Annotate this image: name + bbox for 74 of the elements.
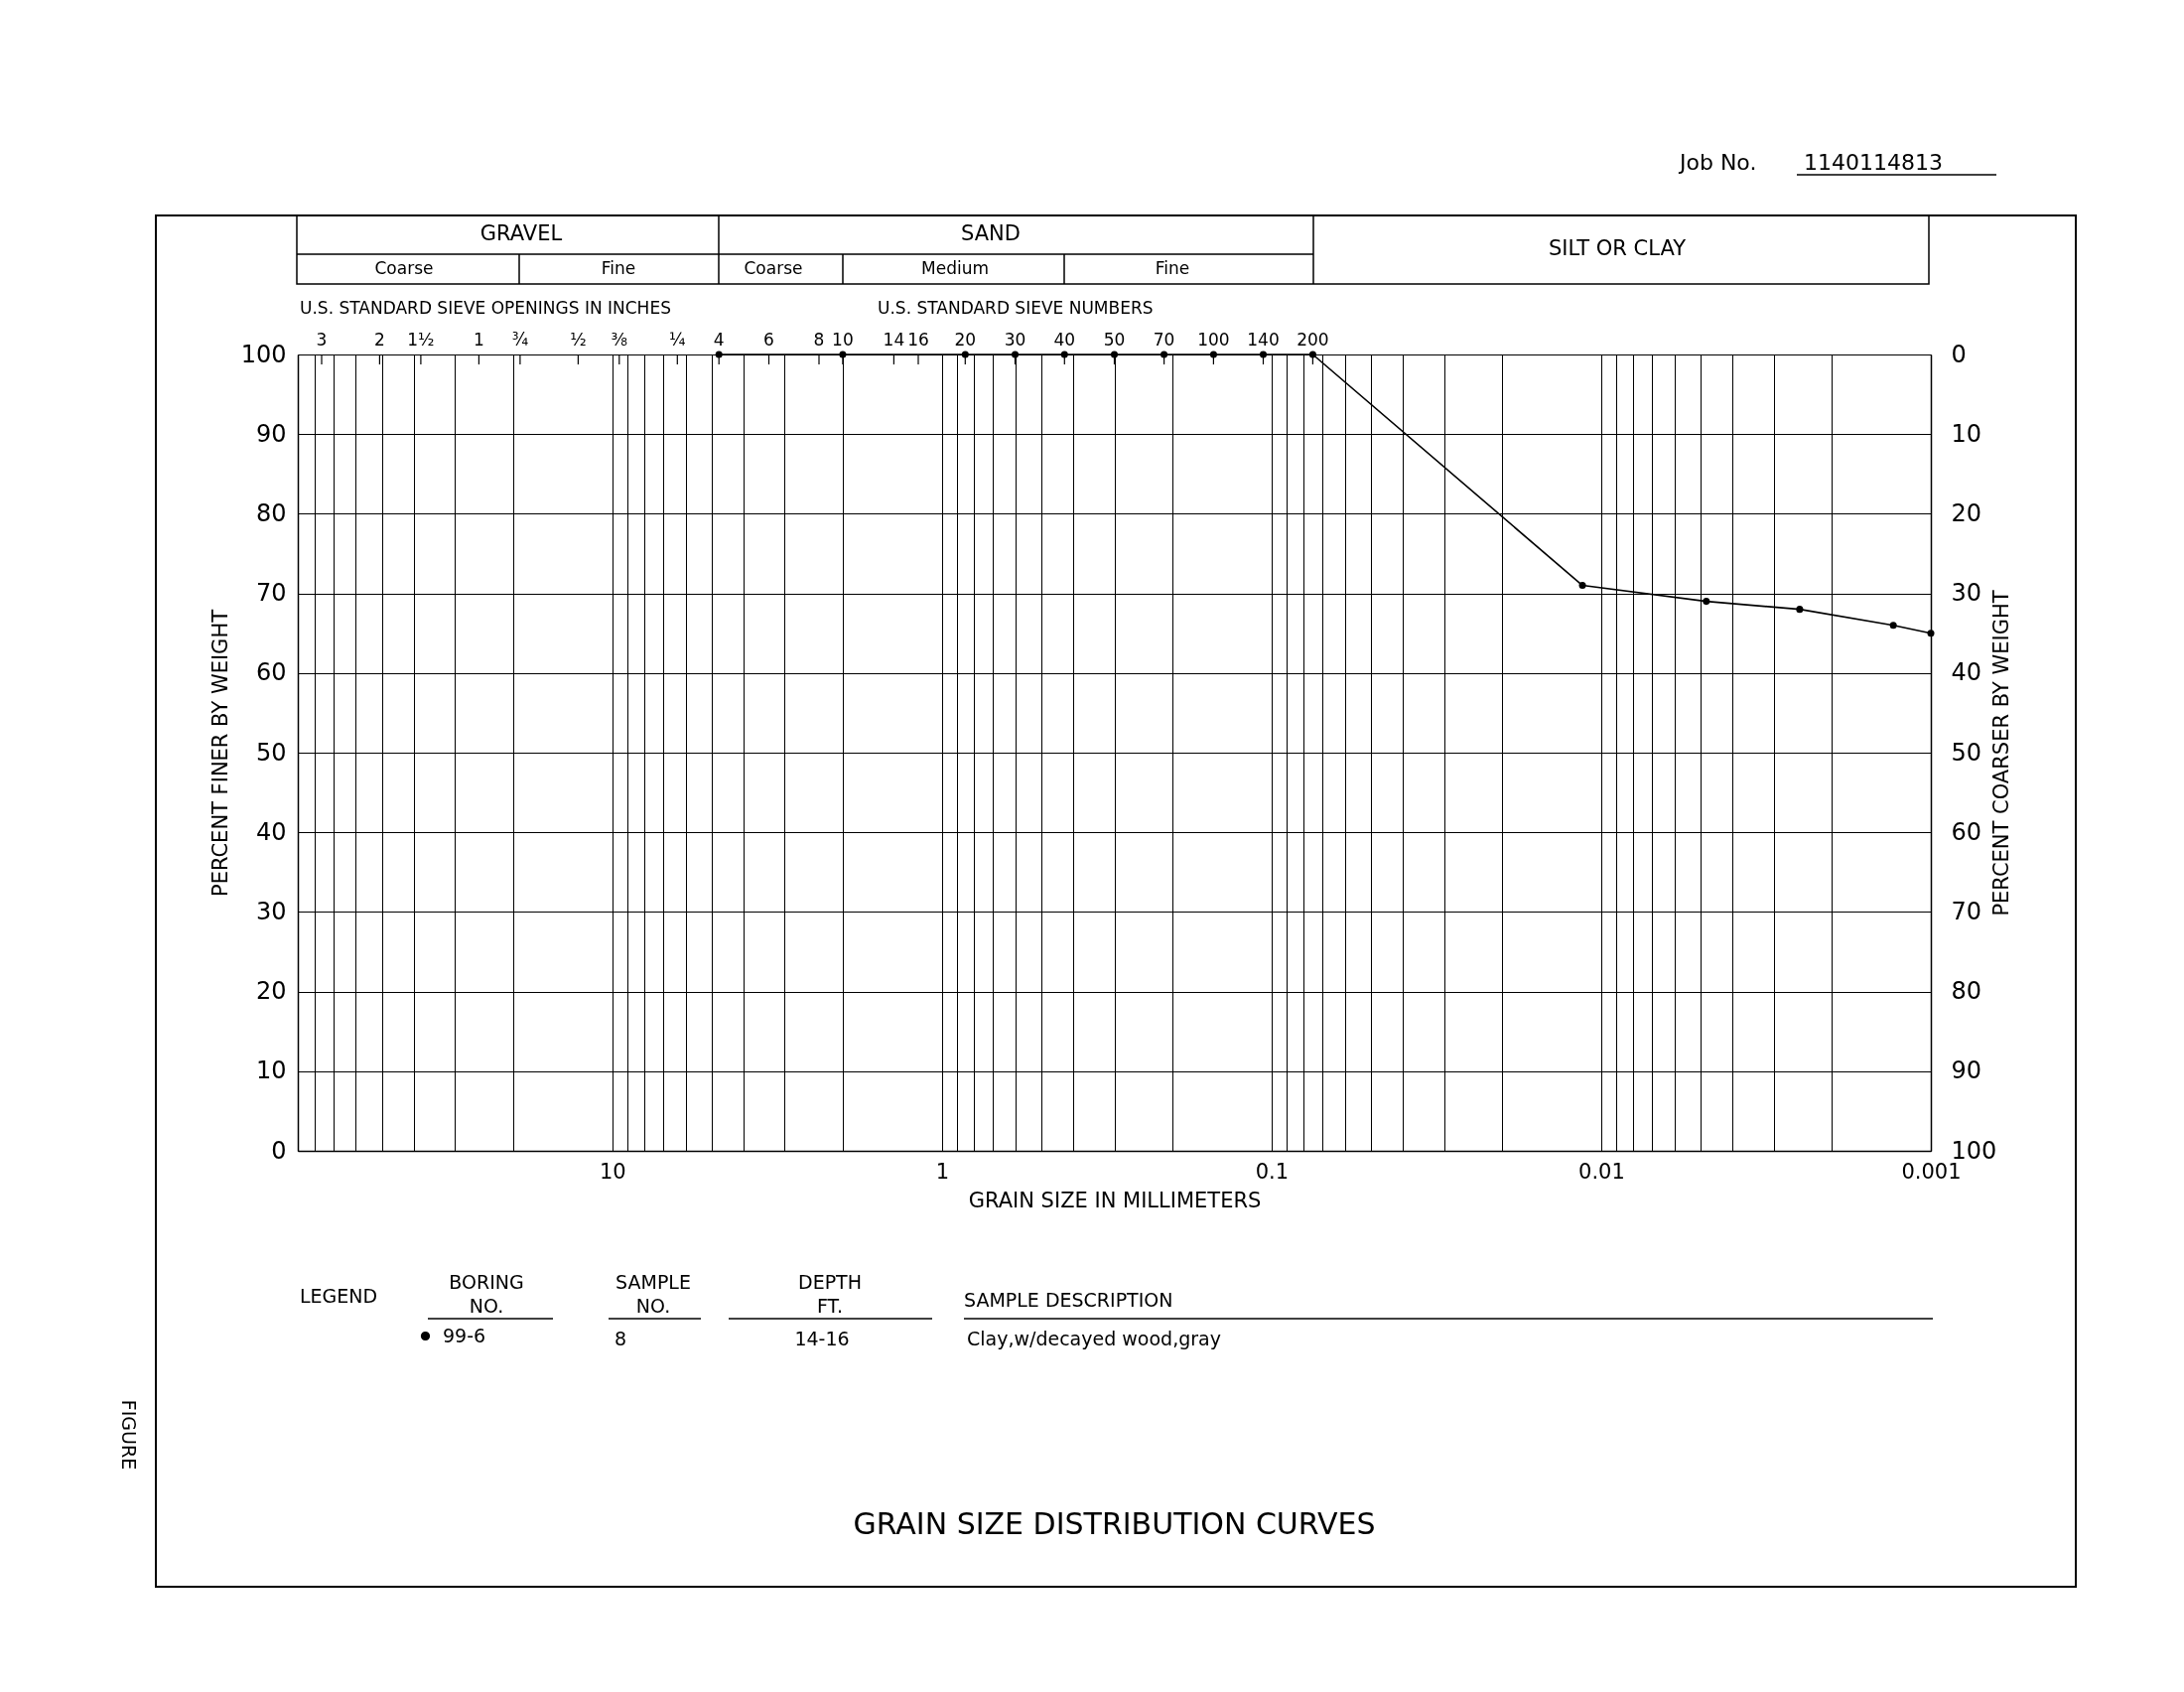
y2-tick-label: 80 bbox=[1951, 977, 1982, 1006]
text: SAMPLE NO. bbox=[615, 1271, 691, 1317]
y-tick-label: 20 bbox=[255, 977, 287, 1006]
text: Job No. bbox=[1678, 150, 1757, 175]
x-tick-label: 10 bbox=[599, 1159, 626, 1184]
y-tick-label: 0 bbox=[271, 1136, 287, 1165]
text: Fine bbox=[601, 258, 636, 278]
text: 6 bbox=[763, 330, 774, 350]
y2-tick-label: 90 bbox=[1951, 1057, 1982, 1085]
text: 4 bbox=[713, 330, 725, 350]
text: 30 bbox=[1004, 330, 1026, 350]
text: 1 bbox=[473, 330, 484, 350]
y2-axis-title: PERCENT COARSER BY WEIGHT bbox=[1989, 590, 2014, 916]
y-tick-label: 100 bbox=[240, 340, 287, 368]
legend-label: 99-6 bbox=[443, 1324, 486, 1346]
text: 8 bbox=[614, 1328, 627, 1349]
text: Clay,w/decayed wood,gray bbox=[967, 1328, 1221, 1349]
text: GRAVEL bbox=[479, 221, 563, 245]
y2-tick-label: 0 bbox=[1951, 340, 1967, 368]
y-tick-label: 10 bbox=[255, 1057, 287, 1085]
text: ¾ bbox=[511, 330, 529, 350]
text: U.S. STANDARD SIEVE NUMBERS bbox=[878, 298, 1154, 318]
text: DEPTH FT. bbox=[798, 1271, 862, 1317]
y-tick-label: 40 bbox=[255, 817, 287, 846]
text: 10 bbox=[832, 330, 854, 350]
y-tick-label: 80 bbox=[255, 498, 287, 527]
text: 14 bbox=[883, 330, 905, 350]
text: Coarse bbox=[374, 258, 434, 278]
x-axis-title: GRAIN SIZE IN MILLIMETERS bbox=[968, 1188, 1262, 1212]
text: ¼ bbox=[669, 330, 686, 350]
text: 200 bbox=[1297, 330, 1329, 350]
y2-tick-label: 70 bbox=[1951, 897, 1982, 925]
text: 3 bbox=[316, 330, 328, 350]
text: 40 bbox=[1053, 330, 1076, 350]
text: 14-16 bbox=[794, 1328, 850, 1349]
x-tick-label: 1 bbox=[935, 1159, 950, 1184]
text: 1140114813 bbox=[1804, 150, 1943, 175]
y2-tick-label: 30 bbox=[1951, 579, 1982, 608]
x-tick-label: 0.01 bbox=[1578, 1159, 1625, 1184]
x-tick-label: 0.001 bbox=[1901, 1159, 1962, 1184]
text: SAND bbox=[961, 221, 1021, 245]
text: ½ bbox=[570, 330, 587, 350]
y-tick-label: 60 bbox=[255, 658, 287, 687]
y2-tick-label: 40 bbox=[1951, 658, 1982, 687]
text: Medium bbox=[921, 258, 989, 278]
text: BORING NO. bbox=[449, 1271, 524, 1317]
text: 100 bbox=[1197, 330, 1230, 350]
text: 2 bbox=[373, 330, 385, 350]
text: SILT OR CLAY bbox=[1548, 236, 1687, 260]
legend-title: LEGEND bbox=[300, 1285, 378, 1307]
text: GRAIN SIZE DISTRIBUTION CURVES bbox=[853, 1506, 1376, 1542]
text: 20 bbox=[954, 330, 977, 350]
text: Fine bbox=[1155, 258, 1190, 278]
y-tick-label: 30 bbox=[255, 897, 287, 925]
text: 140 bbox=[1247, 330, 1280, 350]
y-tick-label: 70 bbox=[255, 579, 287, 608]
text: ⅜ bbox=[611, 330, 628, 350]
y2-tick-label: 50 bbox=[1951, 738, 1982, 767]
text: 50 bbox=[1103, 330, 1126, 350]
text: 8 bbox=[813, 330, 825, 350]
x-tick-label: 0.1 bbox=[1255, 1159, 1290, 1184]
y-tick-label: 90 bbox=[255, 419, 287, 448]
y2-tick-label: 20 bbox=[1951, 498, 1982, 527]
text: U.S. STANDARD SIEVE OPENINGS IN INCHES bbox=[300, 298, 671, 318]
y2-tick-label: 10 bbox=[1951, 419, 1982, 448]
y-axis-title: PERCENT FINER BY WEIGHT bbox=[207, 609, 232, 898]
text: Coarse bbox=[744, 258, 803, 278]
y-tick-label: 50 bbox=[255, 738, 287, 767]
text: 70 bbox=[1153, 330, 1175, 350]
text: SAMPLE DESCRIPTION bbox=[964, 1289, 1173, 1311]
y2-tick-label: 60 bbox=[1951, 817, 1982, 846]
text: 1½ bbox=[407, 330, 435, 350]
text: 16 bbox=[907, 330, 929, 350]
text: FIGURE bbox=[118, 1399, 140, 1471]
